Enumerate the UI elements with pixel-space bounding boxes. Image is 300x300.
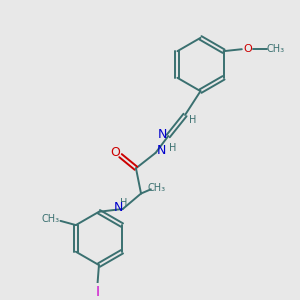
Text: H: H — [189, 115, 197, 125]
Text: O: O — [110, 146, 120, 159]
Text: N: N — [114, 201, 123, 214]
Text: N: N — [158, 128, 167, 141]
Text: CH₃: CH₃ — [147, 184, 166, 194]
Text: H: H — [120, 198, 127, 208]
Text: H: H — [169, 143, 176, 153]
Text: I: I — [95, 285, 100, 299]
Text: N: N — [157, 144, 167, 157]
Text: O: O — [243, 44, 252, 54]
Text: CH₃: CH₃ — [266, 44, 284, 54]
Text: CH₃: CH₃ — [42, 214, 60, 224]
